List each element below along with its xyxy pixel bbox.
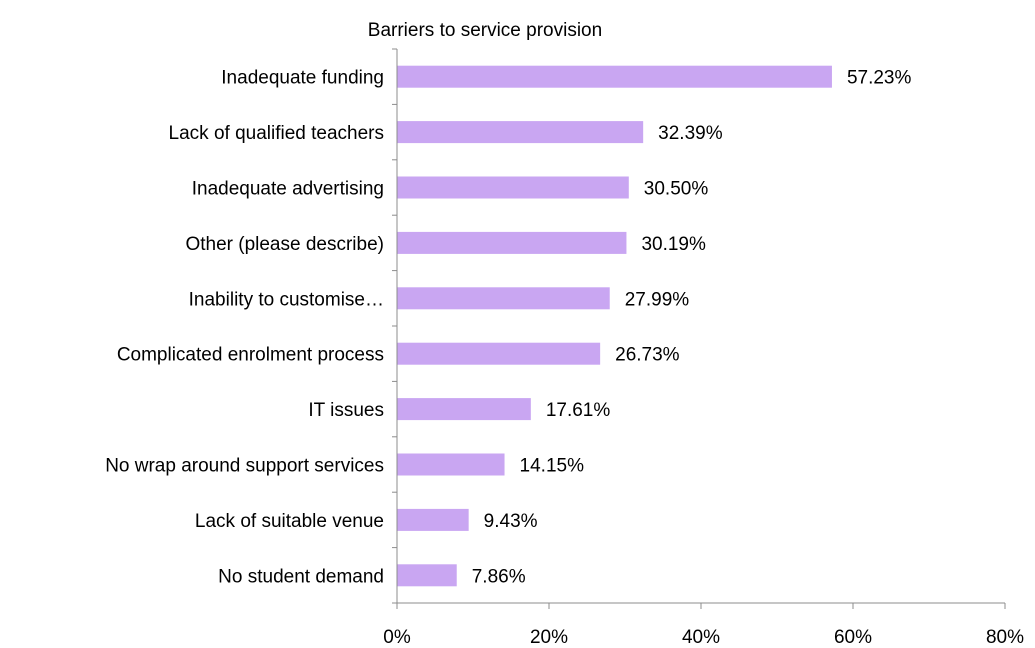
- x-tick-label: 80%: [986, 627, 1024, 648]
- category-label: Inability to customise…: [189, 289, 384, 310]
- category-label: Lack of suitable venue: [195, 511, 384, 532]
- bar: [397, 398, 531, 421]
- bar: [397, 508, 469, 531]
- bar: [397, 65, 832, 88]
- category-label: Inadequate funding: [221, 68, 384, 89]
- category-label: Inadequate advertising: [192, 179, 384, 200]
- data-label: 17.61%: [546, 400, 611, 421]
- x-tick-label: 0%: [383, 627, 411, 648]
- bar: [397, 342, 601, 365]
- bar: [397, 176, 629, 199]
- category-label: Complicated enrolment process: [117, 345, 384, 366]
- data-label: 14.15%: [520, 456, 585, 477]
- category-labels: Inadequate funding Lack of qualified teac…: [105, 68, 384, 588]
- data-label: 27.99%: [625, 289, 690, 310]
- x-tick-label: 40%: [682, 627, 720, 648]
- data-label: 9.43%: [484, 511, 538, 532]
- data-label: 30.50%: [644, 179, 709, 200]
- category-label: Other (please describe): [185, 234, 384, 255]
- bar: [397, 453, 505, 476]
- category-label: IT issues: [308, 400, 384, 421]
- x-tick-label: 20%: [530, 627, 568, 648]
- category-label: Lack of qualified teachers: [169, 123, 384, 144]
- axes: 0% 20% 40% 60% 80%: [383, 48, 1024, 648]
- chart-title: Barriers to service provision: [368, 20, 602, 41]
- bar: [397, 564, 457, 587]
- x-tick-label: 60%: [834, 627, 872, 648]
- data-label: 57.23%: [847, 68, 912, 89]
- bar: [397, 121, 644, 144]
- data-label: 32.39%: [658, 123, 723, 144]
- bars-layer: [397, 65, 832, 587]
- data-label: 30.19%: [641, 234, 706, 255]
- data-label: 7.86%: [472, 566, 526, 587]
- category-label: No student demand: [218, 566, 384, 587]
- value-labels: 57.23% 32.39% 30.50% 30.19% 27.99% 26.73% 17.6…: [472, 68, 912, 588]
- data-label: 26.73%: [615, 345, 680, 366]
- bar: [397, 231, 627, 254]
- category-label: No wrap around support services: [105, 456, 384, 477]
- bar: [397, 287, 610, 310]
